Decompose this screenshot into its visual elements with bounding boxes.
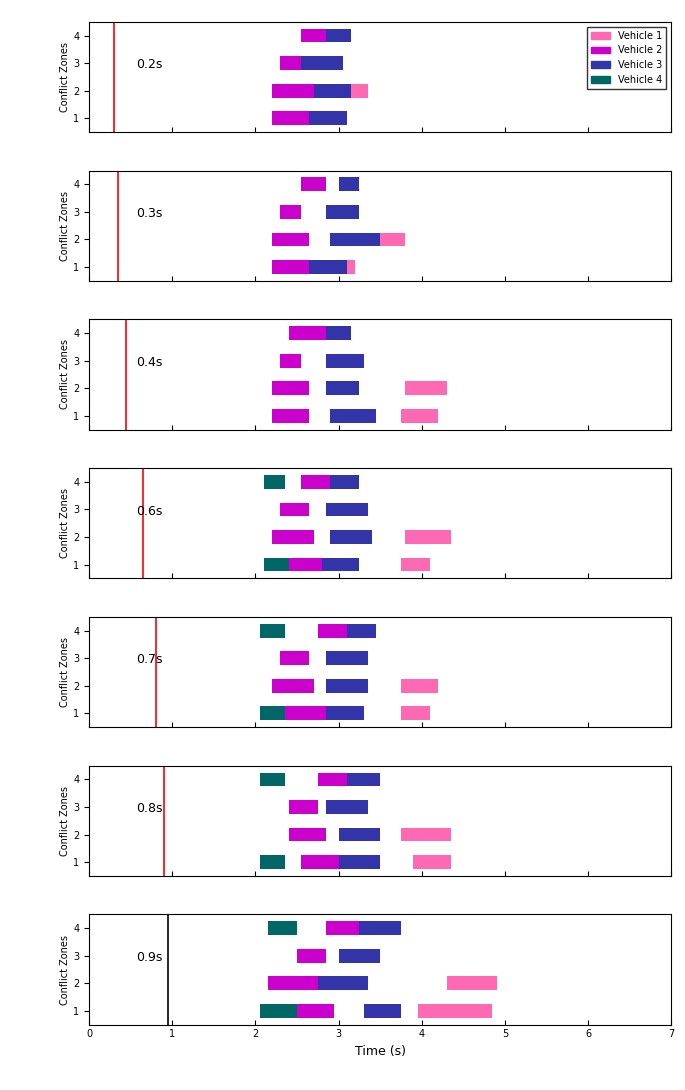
Bar <box>338 827 380 841</box>
Bar <box>280 354 301 367</box>
Bar <box>301 178 326 191</box>
Bar <box>360 921 401 935</box>
Bar <box>380 232 405 246</box>
Bar <box>401 706 430 720</box>
Bar <box>264 475 284 488</box>
Bar <box>260 773 284 786</box>
Bar <box>280 652 310 665</box>
Bar <box>288 800 318 814</box>
Text: 0.6s: 0.6s <box>136 505 162 518</box>
Bar <box>347 773 380 786</box>
Text: 0.9s: 0.9s <box>136 950 162 964</box>
Bar <box>326 28 351 43</box>
Text: 0.4s: 0.4s <box>136 356 162 368</box>
X-axis label: Time (s): Time (s) <box>355 1045 406 1058</box>
Bar <box>301 856 338 869</box>
Bar <box>297 1004 334 1018</box>
Bar <box>401 409 438 423</box>
Bar <box>338 856 380 869</box>
Bar <box>418 1004 493 1018</box>
Bar <box>260 706 284 720</box>
Bar <box>330 475 360 488</box>
Bar <box>288 326 326 340</box>
Bar <box>330 530 372 544</box>
Bar <box>288 827 326 841</box>
Bar <box>272 232 310 246</box>
Bar <box>272 84 314 98</box>
Y-axis label: Conflict Zones: Conflict Zones <box>60 41 71 112</box>
Y-axis label: Conflict Zones: Conflict Zones <box>60 934 71 1005</box>
Bar <box>318 623 347 638</box>
Bar <box>272 409 310 423</box>
Bar <box>326 800 368 814</box>
Bar <box>405 382 447 395</box>
Bar <box>260 623 284 638</box>
Bar <box>280 502 310 517</box>
Y-axis label: Conflict Zones: Conflict Zones <box>60 488 71 558</box>
Bar <box>301 28 326 43</box>
Text: 0.3s: 0.3s <box>136 207 162 220</box>
Text: 0.8s: 0.8s <box>136 802 162 815</box>
Bar <box>326 502 368 517</box>
Bar <box>326 354 364 367</box>
Bar <box>414 856 451 869</box>
Text: 0.2s: 0.2s <box>136 59 162 71</box>
Text: 0.7s: 0.7s <box>136 654 162 666</box>
Bar <box>310 261 347 274</box>
Bar <box>272 111 310 125</box>
Bar <box>330 409 376 423</box>
Bar <box>401 558 430 571</box>
Bar <box>284 706 326 720</box>
Bar <box>447 977 497 990</box>
Bar <box>326 326 351 340</box>
Bar <box>318 977 368 990</box>
Bar <box>326 382 360 395</box>
Bar <box>347 261 356 274</box>
Bar <box>338 178 360 191</box>
Bar <box>314 84 351 98</box>
Bar <box>364 1004 401 1018</box>
Bar <box>260 856 284 869</box>
Legend: Vehicle 1, Vehicle 2, Vehicle 3, Vehicle 4: Vehicle 1, Vehicle 2, Vehicle 3, Vehicle… <box>587 26 667 89</box>
Bar <box>338 948 380 962</box>
Bar <box>288 558 322 571</box>
Bar <box>272 382 310 395</box>
Bar <box>268 921 297 935</box>
Bar <box>297 948 326 962</box>
Bar <box>260 1004 297 1018</box>
Bar <box>310 111 347 125</box>
Bar <box>272 530 314 544</box>
Bar <box>322 558 360 571</box>
Bar <box>272 679 314 692</box>
Bar <box>347 623 376 638</box>
Bar <box>401 827 451 841</box>
Y-axis label: Conflict Zones: Conflict Zones <box>60 637 71 707</box>
Bar <box>280 57 301 70</box>
Bar <box>268 977 318 990</box>
Bar <box>330 232 380 246</box>
Y-axis label: Conflict Zones: Conflict Zones <box>60 191 71 261</box>
Bar <box>405 530 451 544</box>
Bar <box>301 475 330 488</box>
Bar <box>326 921 360 935</box>
Bar <box>401 679 438 692</box>
Y-axis label: Conflict Zones: Conflict Zones <box>60 786 71 856</box>
Bar <box>318 773 347 786</box>
Bar <box>326 205 360 219</box>
Bar <box>280 205 301 219</box>
Bar <box>301 57 342 70</box>
Bar <box>264 558 288 571</box>
Bar <box>326 652 368 665</box>
Bar <box>272 261 310 274</box>
Bar <box>326 706 364 720</box>
Bar <box>351 84 368 98</box>
Bar <box>326 679 368 692</box>
Y-axis label: Conflict Zones: Conflict Zones <box>60 339 71 410</box>
